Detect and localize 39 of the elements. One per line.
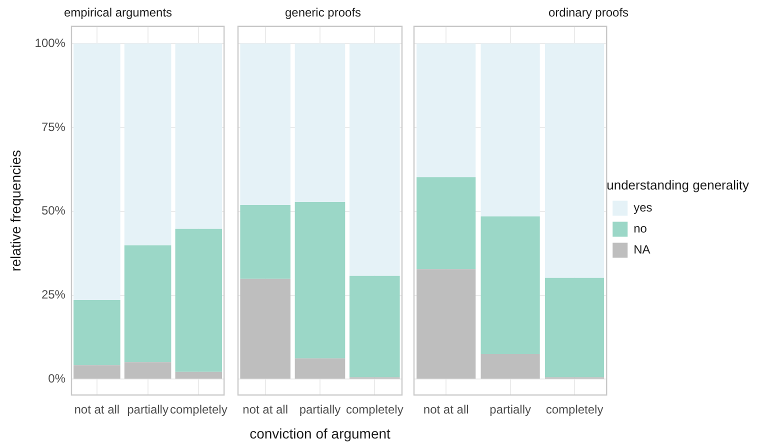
chart-title: generic proofs [284,6,362,20]
y-tick-label: 75% [41,120,66,134]
y-tick-label: 25% [41,288,66,302]
y-tick-label: 0% [48,372,66,386]
x-tick-label: completely [170,402,228,417]
bar [74,300,120,366]
bar [175,372,222,379]
legend-label: NA [634,242,650,257]
x-tick-label: not at all [74,402,120,417]
bar [350,276,400,378]
x-tick-label: not at all [242,402,288,417]
x-tick-label: not at all [423,402,469,417]
x-tick-label: completely [546,402,604,417]
y-tick-label: 100% [34,36,66,50]
x-axis-title: conviction of argument [250,425,391,442]
bar [480,216,540,354]
bar [240,278,290,379]
bar [124,245,172,362]
bar [175,228,222,372]
bar [240,204,290,279]
legend-title: understanding generality [606,177,750,192]
legend-label: yes [634,200,652,215]
y-tick-label: 50% [41,204,66,218]
bar [416,177,476,270]
chart-title: ordinary proofs [548,6,629,20]
bar [480,354,540,379]
chart-title: empirical arguments [64,6,172,20]
bar [74,365,120,379]
y-axis-title: relative frequencies [7,150,24,272]
bar [416,269,476,379]
x-tick-label: completely [346,402,404,417]
legend-label: no [634,222,648,236]
x-tick-label: partially [299,402,341,417]
bar [294,202,346,358]
x-tick-label: partially [127,402,168,417]
x-tick-label: partially [490,402,531,417]
bar [544,278,604,378]
bar [124,362,172,379]
bar [294,358,346,379]
